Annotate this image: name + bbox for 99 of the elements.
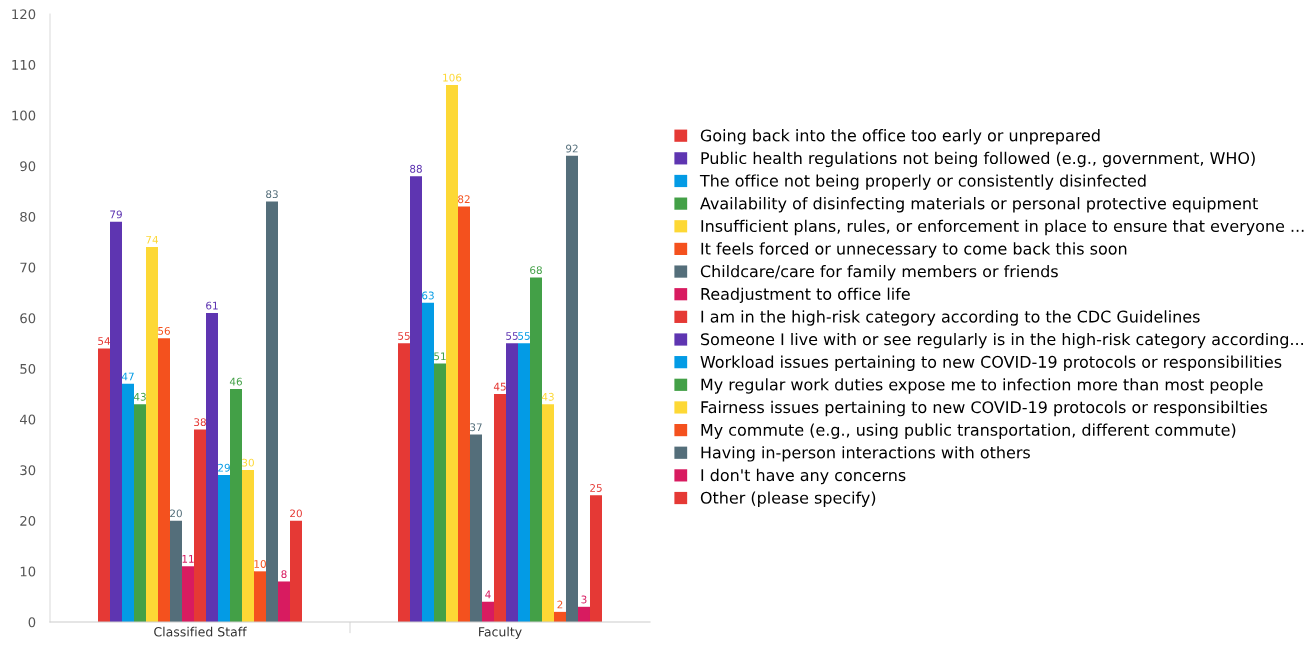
bar [254, 571, 266, 622]
bar [98, 348, 110, 622]
bar [110, 221, 122, 622]
bar [530, 277, 542, 622]
legend-label: Workload issues pertaining to new COVID-19 protocols or responsibilities [700, 355, 1282, 372]
data-label: 54 [98, 337, 111, 345]
bar [542, 404, 554, 622]
data-label: 4 [485, 590, 491, 599]
bar [566, 155, 578, 622]
data-label: 29 [218, 463, 230, 472]
legend-label: Insufficient plans, rules, or enforcement in place to ensure that everyone ... [701, 219, 1304, 236]
bar [446, 84, 458, 622]
data-label: 37 [470, 423, 482, 432]
data-label: 61 [206, 301, 218, 310]
bar [494, 394, 506, 622]
data-label: 25 [590, 484, 602, 492]
bar [470, 434, 482, 622]
data-label: 79 [110, 210, 122, 219]
data-label: 20 [290, 509, 302, 518]
bar [146, 247, 158, 622]
y-tick-label: 90 [20, 161, 36, 172]
data-label: 74 [146, 235, 159, 244]
y-tick-label: 120 [12, 9, 36, 20]
data-label: 51 [434, 352, 446, 361]
legend-label: I am in the high-risk category according to the CDC Guidelines [701, 310, 1200, 326]
bar [158, 338, 170, 622]
bar [590, 495, 602, 622]
bar [218, 475, 230, 622]
bar [242, 470, 254, 622]
data-label: 30 [242, 458, 254, 467]
data-label: 83 [266, 190, 278, 199]
data-label: 47 [121, 372, 134, 381]
y-tick-label: 40 [19, 414, 36, 425]
bar [134, 404, 146, 622]
data-label: 46 [229, 377, 242, 386]
bar [278, 581, 290, 622]
y-tick-label: 60 [20, 313, 36, 324]
data-label: 38 [194, 418, 206, 427]
data-label: 63 [422, 291, 434, 300]
data-label: 106 [443, 73, 462, 82]
y-tick-label: 80 [20, 211, 36, 222]
y-tick-label: 100 [12, 110, 36, 121]
data-label: 20 [170, 509, 182, 518]
legend-label: My commute (e.g., using public transportation, different commute) [701, 423, 1236, 439]
bar [170, 520, 182, 622]
data-label: 10 [254, 560, 266, 568]
y-tick-label: 10 [20, 566, 36, 577]
data-label: 45 [493, 382, 506, 391]
data-label: 55 [518, 332, 530, 340]
y-tick-label: 30 [20, 465, 36, 476]
bar [422, 302, 434, 622]
legend-label: Other (please specify) [700, 491, 876, 507]
legend-label: Going back into the office too early or unprepared [700, 129, 1100, 145]
bar [194, 429, 206, 622]
bar [518, 343, 530, 622]
legend-label: Childcare/care for family members or friends [700, 264, 1058, 281]
y-tick-label: 50 [20, 363, 36, 374]
data-label: 92 [566, 144, 578, 153]
bar [122, 383, 134, 622]
bar [206, 312, 218, 622]
data-label: 55 [398, 332, 410, 340]
legend-label: Having in-person interactions with others [701, 446, 1030, 462]
data-label: 3 [581, 595, 587, 604]
legend-label: Readjustment to office life [701, 287, 910, 304]
bar [230, 388, 242, 622]
data-label: 2 [557, 600, 563, 609]
data-label: 43 [133, 392, 146, 401]
data-label: 88 [410, 164, 422, 173]
bar [398, 343, 410, 622]
legend-label: Someone I live with or see regularly is in the high-risk category according... [701, 332, 1303, 349]
bar [290, 520, 302, 622]
x-tick-label: Faculty [479, 626, 522, 639]
legend-label: I don't have any concerns [701, 468, 906, 485]
bar [506, 343, 518, 622]
bar [182, 566, 194, 622]
bar [578, 606, 590, 622]
data-label: 55 [506, 332, 518, 340]
legend-label: Availability of disinfecting materials or personal protective equipment [700, 197, 1258, 213]
data-label: 11 [182, 555, 194, 563]
bar [434, 363, 446, 622]
data-label: 56 [158, 326, 170, 335]
legend-label: Public health regulations not being followed (e.g., government, WHO) [701, 151, 1255, 168]
bar [482, 601, 494, 622]
legend-label: Fairness issues pertaining to new COVID-19 protocols or responsibilties [701, 400, 1268, 417]
data-label: 68 [530, 266, 542, 275]
y-tick-label: 0 [28, 617, 36, 628]
x-tick-label: Classified Staff [154, 626, 247, 637]
bar [458, 206, 470, 622]
legend-label: My regular work duties expose me to infection more than most people [701, 378, 1263, 394]
bar [410, 176, 422, 622]
y-tick-label: 110 [12, 59, 36, 70]
data-label: 82 [458, 195, 470, 204]
legend-label: The office not being properly or consistently disinfected [699, 174, 1146, 190]
y-tick-label: 20 [20, 515, 36, 526]
legend-label: It feels forced or unnecessary to come back this soon [701, 242, 1127, 258]
y-tick-label: 70 [20, 262, 36, 273]
bar [266, 201, 278, 622]
data-label: 43 [541, 392, 554, 401]
data-label: 8 [281, 570, 287, 579]
